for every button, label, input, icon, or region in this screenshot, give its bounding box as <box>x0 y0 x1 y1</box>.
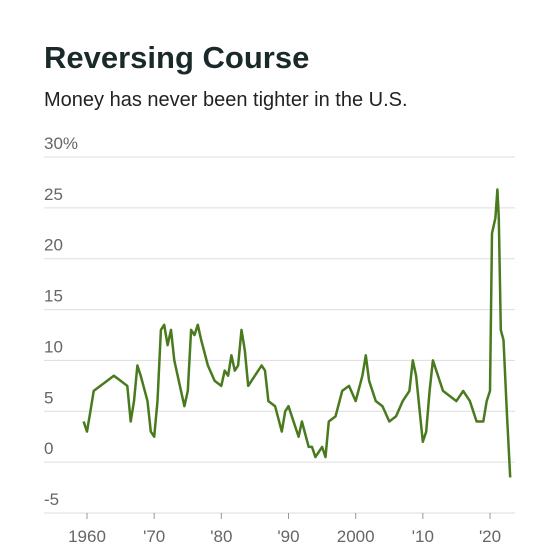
y-tick-label: 20 <box>44 236 63 255</box>
x-tick-label: 1960 <box>68 527 106 546</box>
chart-subtitle: Money has never been tighter in the U.S. <box>44 89 408 111</box>
y-tick-label: 5 <box>44 388 53 407</box>
y-tick-label: 15 <box>44 287 63 306</box>
x-tick-label: '10 <box>412 527 434 546</box>
y-tick-label: 25 <box>44 185 63 204</box>
y-tick-label: 10 <box>44 337 63 356</box>
data-line <box>82 188 512 478</box>
x-tick-label: '20 <box>479 527 501 546</box>
x-tick-label: '90 <box>277 527 299 546</box>
y-tick-label: 0 <box>44 439 53 458</box>
x-tick-label: '80 <box>210 527 232 546</box>
y-tick-label: 30% <box>44 134 78 153</box>
y-tick-label: -5 <box>44 490 59 509</box>
x-tick-label: '70 <box>143 527 165 546</box>
chart-title: Reversing Course <box>44 40 309 75</box>
x-tick-label: 2000 <box>337 527 375 546</box>
